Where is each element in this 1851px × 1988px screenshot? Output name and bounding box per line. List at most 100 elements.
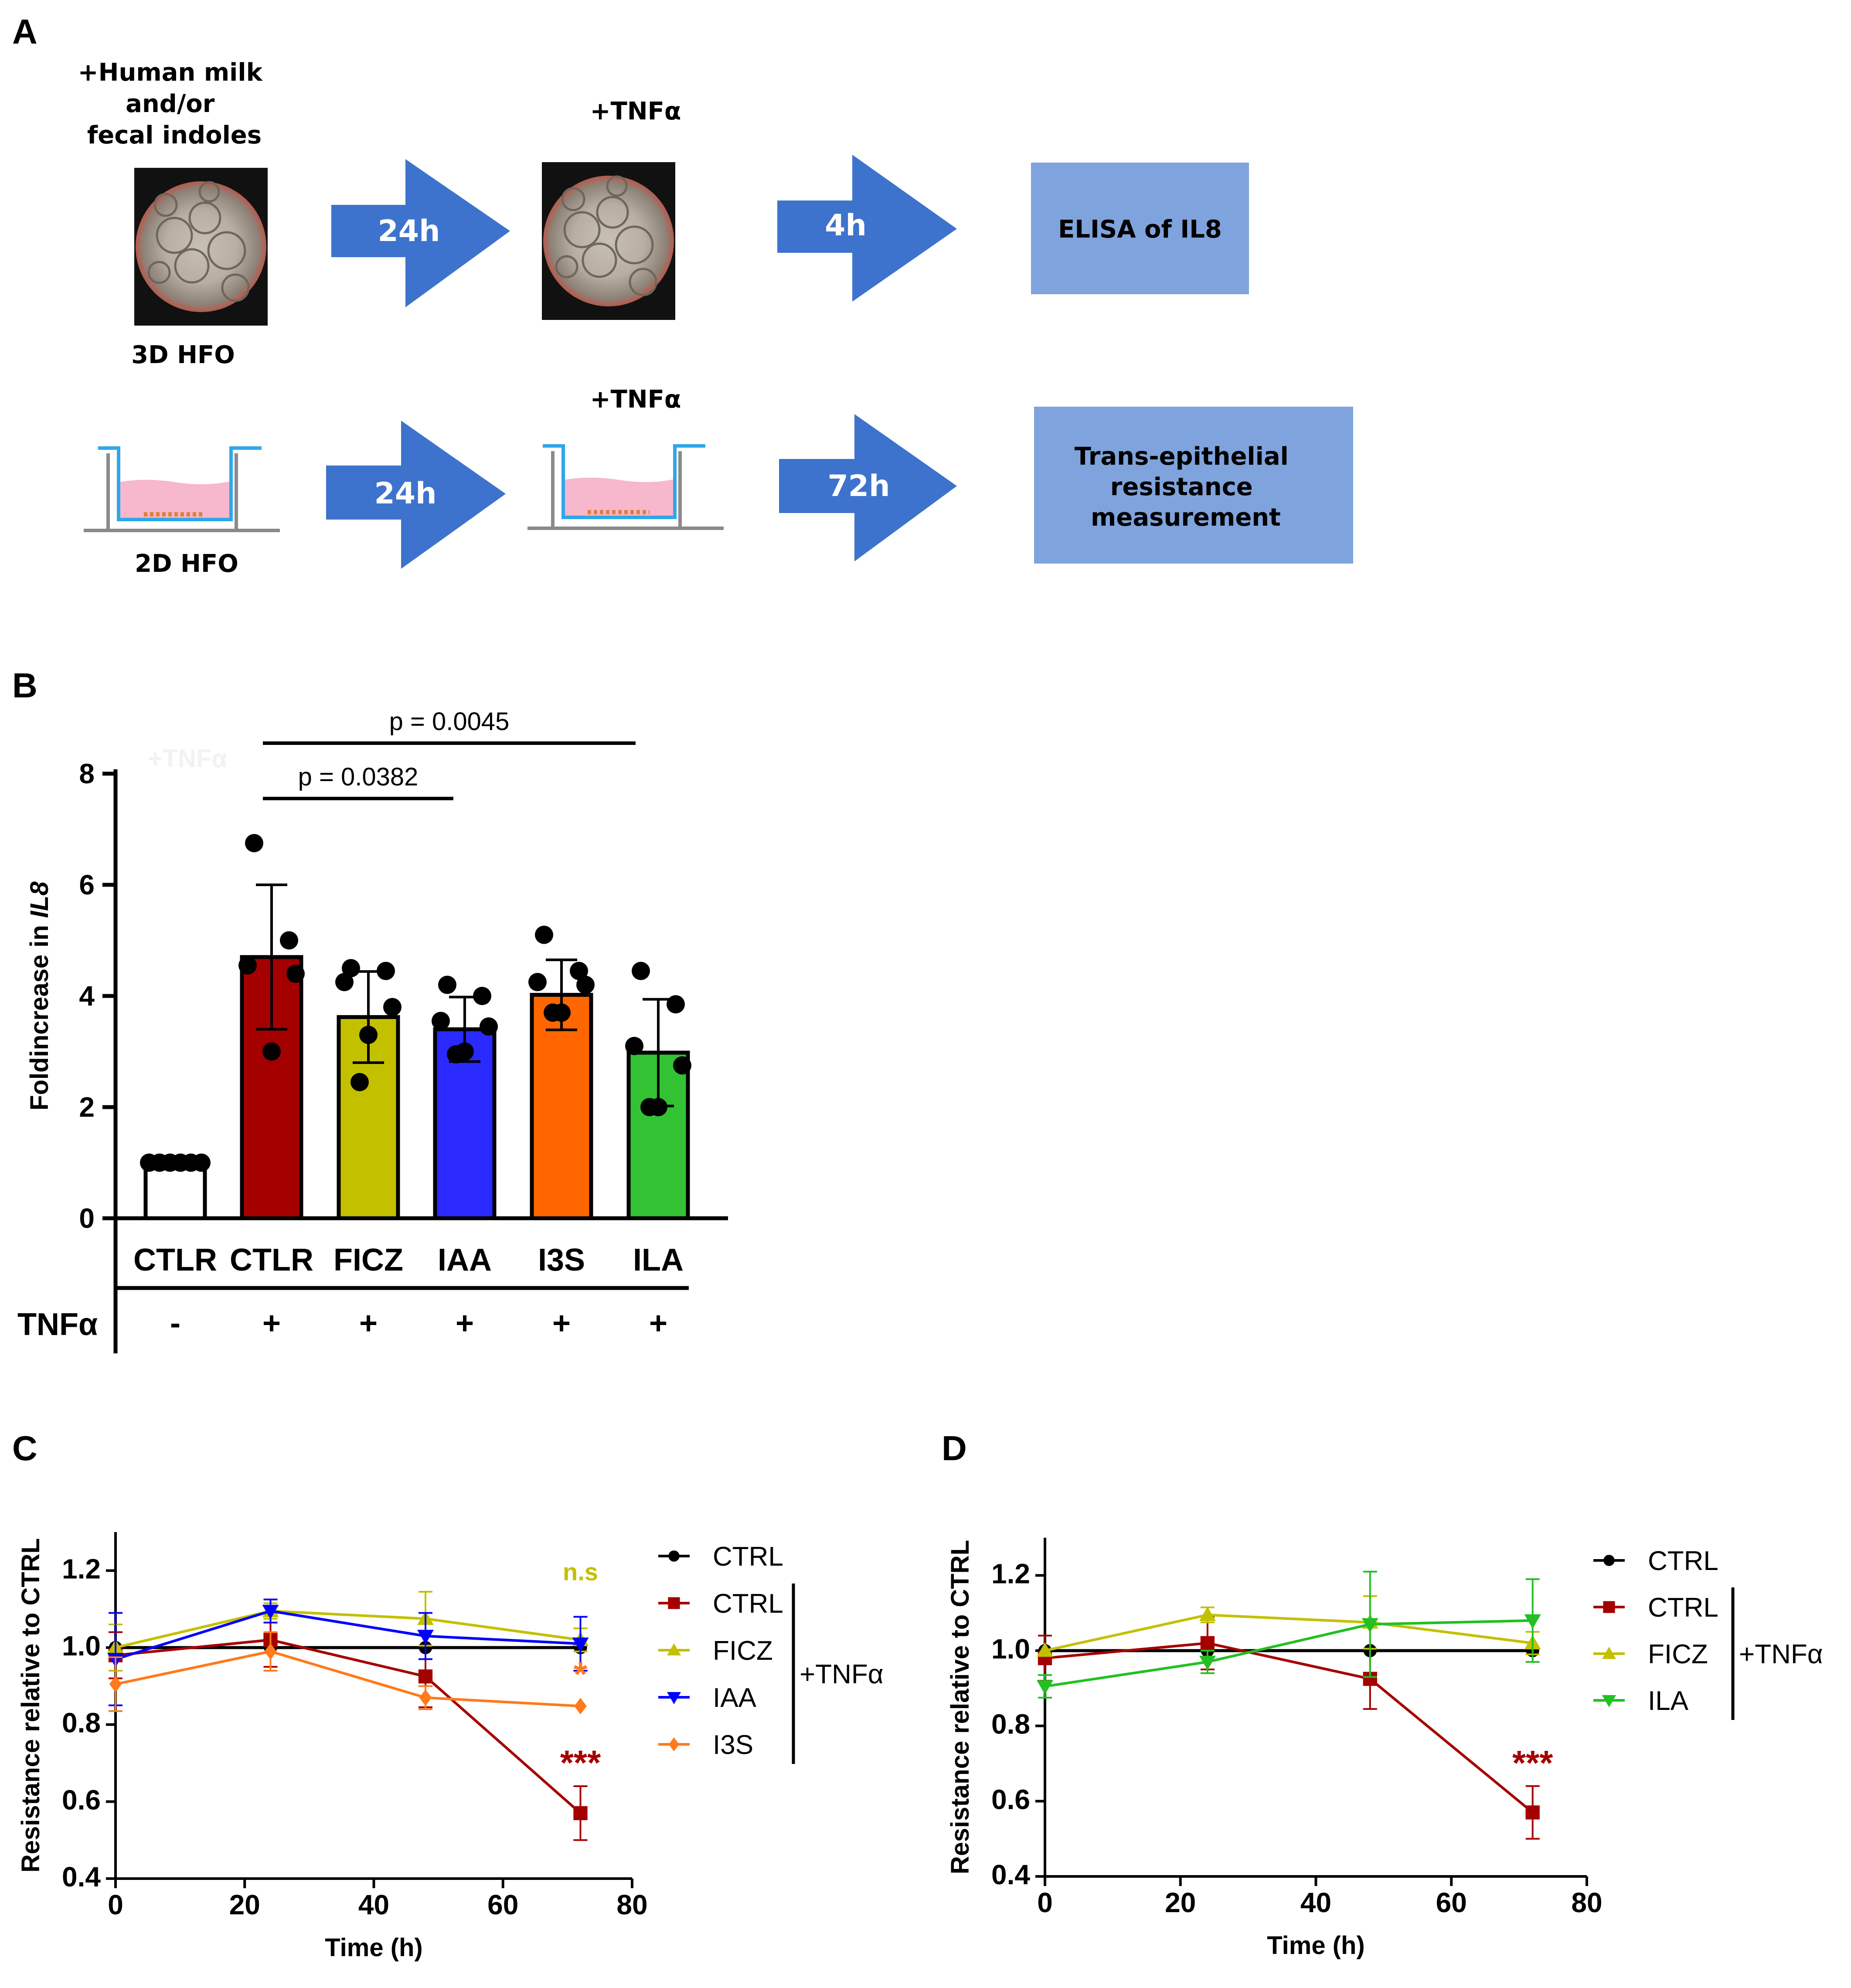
teer-box <box>1034 407 1353 564</box>
legend-label: CTRL <box>1648 1593 1718 1623</box>
data-point <box>447 1045 465 1064</box>
data-point <box>192 1153 211 1172</box>
line-chart-resistance-d: 0.4 0.6 0.8 1.0 1.2 0 20 40 60 80 Time (h) Resistan… <box>946 1538 1823 1960</box>
series-line <box>115 1610 581 1649</box>
significance-label: *** <box>560 1743 601 1782</box>
panel-c-letter: C <box>12 1429 37 1468</box>
data-point <box>419 1689 432 1706</box>
data-point <box>286 965 305 983</box>
arrow-24h-top: 24h <box>331 159 510 307</box>
data-point <box>632 962 650 980</box>
legend-label: CTRL <box>1648 1546 1718 1576</box>
arrow-24h-top-label: 24h <box>378 214 440 248</box>
line-chart-resistance-c: 0.4 0.6 0.8 1.0 1.2 0 20 40 60 80 Time (h) Resistan… <box>17 1532 884 1962</box>
x-tick-label: 40 <box>1300 1887 1331 1918</box>
x-tick-label: 80 <box>1571 1887 1602 1918</box>
data-point <box>1037 1642 1053 1657</box>
top-condition-label: +Human milk and/or fecal indoles <box>78 58 271 150</box>
category-label: ILA <box>633 1243 684 1278</box>
category-label: CTLR <box>230 1243 313 1278</box>
y-axis-label: Foldincrease in IL8 <box>25 881 54 1111</box>
y-tick-label: 0.4 <box>62 1861 101 1893</box>
series-line <box>115 1610 581 1661</box>
tnf-sign: + <box>649 1306 667 1341</box>
data-point <box>573 1806 588 1820</box>
data-point <box>673 1056 691 1075</box>
faint-label: +TNFα <box>148 744 228 773</box>
y-tick-label: 1.2 <box>62 1553 101 1584</box>
panel-d: D 0.4 0.6 0.8 1.0 1.2 0 20 40 60 80 Time (h) Resist… <box>942 1429 1823 1960</box>
y-tick-label: 6 <box>79 869 95 901</box>
panel-c: C 0.4 0.6 0.8 1.0 1.2 0 20 40 60 80 Time (h) Resist… <box>12 1429 884 1962</box>
elisa-box <box>1031 163 1249 294</box>
tnf-label-bottom: +TNFα <box>590 385 681 414</box>
tnf-sign: + <box>359 1306 378 1341</box>
x-tick-label: 20 <box>229 1889 260 1920</box>
category-label: CTLR <box>133 1243 217 1278</box>
data-point <box>417 1630 434 1645</box>
arrow-24h-bottom-label: 24h <box>374 476 436 511</box>
data-point <box>432 1012 450 1030</box>
y-tick-label: 4 <box>79 980 95 1012</box>
organoid-image-3d-after <box>542 162 675 320</box>
data-point <box>377 962 395 980</box>
data-point <box>262 1042 281 1061</box>
panel-a-letter: A <box>12 12 37 51</box>
legend-label: ILA <box>1648 1686 1689 1716</box>
arrow-72h-bottom: 72h <box>779 414 957 561</box>
y-axis-label: Resistance relative to CTRL <box>946 1540 974 1874</box>
panel-a: A +Human milk and/or fecal indoles 3D HF… <box>12 12 1353 578</box>
tnf-sign: + <box>262 1306 281 1341</box>
x-tick-label: 0 <box>108 1889 123 1920</box>
y-tick-label: 0.6 <box>991 1784 1030 1815</box>
panel-b: B +TNFα 0 2 4 6 8 Foldincrease in IL8 CTLR - CTLR… <box>12 666 728 1353</box>
x-tick-label: 20 <box>1165 1887 1196 1918</box>
panel-b-letter: B <box>12 666 37 705</box>
data-point <box>668 1597 680 1609</box>
tnf-sign: + <box>552 1306 571 1341</box>
tnf-group-label: +TNFα <box>1739 1639 1823 1669</box>
arrow-4h-top: 4h <box>777 155 957 302</box>
bottom-model-label: 2D HFO <box>135 550 238 578</box>
data-point <box>544 1003 562 1022</box>
y-tick-label: 1.0 <box>991 1633 1030 1665</box>
series-line <box>1045 1619 1533 1688</box>
data-point <box>473 987 491 1005</box>
data-point <box>1525 1805 1540 1820</box>
p-value-label: p = 0.0382 <box>298 763 419 791</box>
series-line <box>115 1650 581 1708</box>
y-tick-label: 2 <box>79 1091 95 1123</box>
data-point <box>625 1036 643 1055</box>
arrow-24h-bottom: 24h <box>326 421 506 569</box>
data-point <box>359 1026 378 1044</box>
data-point <box>1037 1680 1053 1695</box>
bar <box>143 1161 207 1220</box>
data-point <box>245 834 263 853</box>
data-point <box>667 995 685 1014</box>
tnf-sign: - <box>170 1306 180 1341</box>
y-tick-label: 0 <box>79 1203 95 1234</box>
p-value-label: p = 0.0045 <box>389 707 510 736</box>
elisa-box-label: ELISA of IL8 <box>1058 215 1222 244</box>
data-point <box>342 959 360 978</box>
data-point <box>1602 1695 1616 1707</box>
legend-label: I3S <box>713 1730 753 1760</box>
x-tick-label: 0 <box>1037 1887 1053 1918</box>
data-point <box>1200 1636 1215 1650</box>
data-point <box>667 1643 681 1655</box>
series-line <box>1045 1613 1533 1652</box>
data-point <box>262 1604 279 1620</box>
y-tick-label: 1.0 <box>62 1630 101 1662</box>
y-tick-label: 8 <box>79 758 95 789</box>
data-point <box>574 1698 587 1715</box>
data-point <box>238 956 257 975</box>
teer-box-label: Trans-epithelial resistance measurement <box>1075 442 1297 532</box>
tnf-sign: + <box>456 1306 474 1341</box>
data-point <box>350 1073 369 1091</box>
data-point <box>570 962 588 980</box>
y-tick-label: 0.8 <box>62 1707 101 1739</box>
data-point <box>1524 1614 1541 1629</box>
data-point <box>1199 1655 1216 1670</box>
